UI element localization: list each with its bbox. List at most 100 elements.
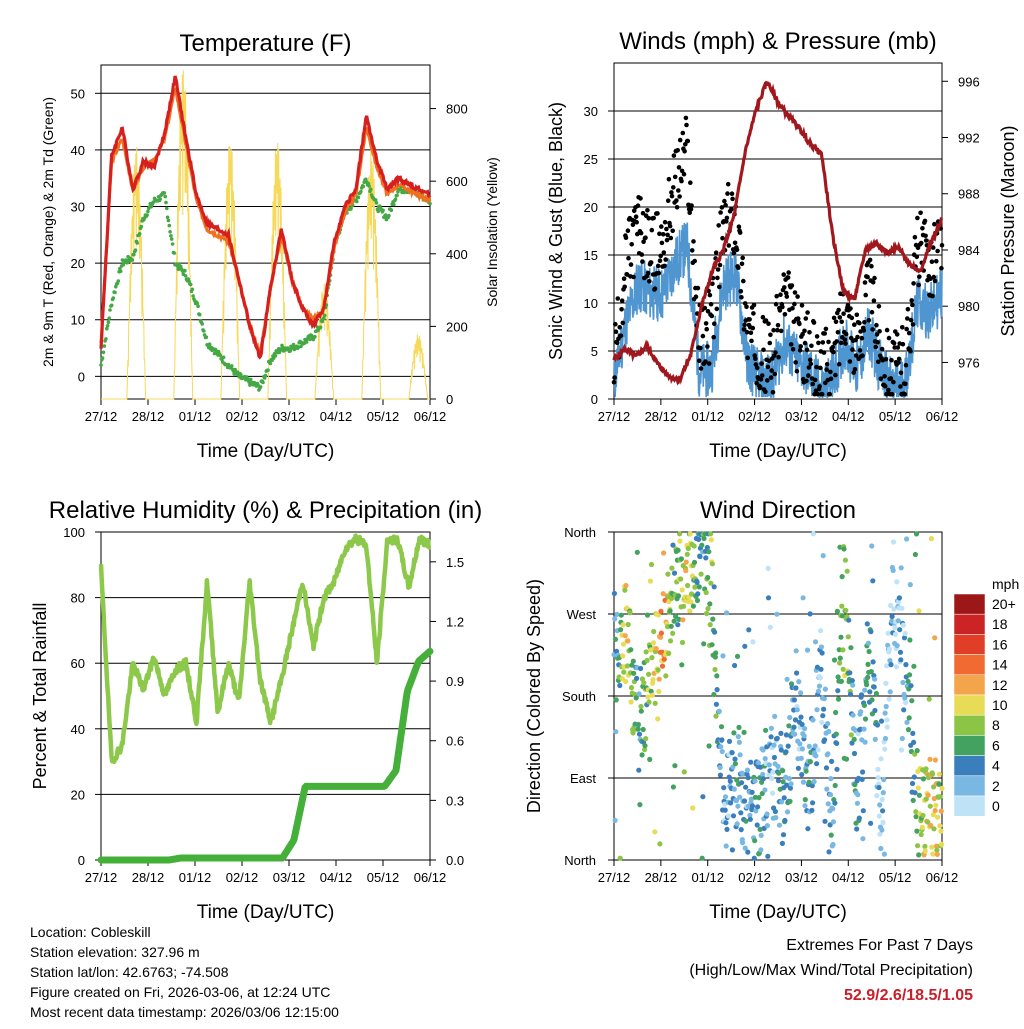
direction-point: [887, 658, 893, 664]
direction-point: [835, 688, 841, 694]
legend-swatch: [953, 775, 986, 797]
direction-point: [712, 666, 718, 673]
direction-point: [762, 787, 768, 793]
direction-point: [907, 582, 913, 588]
direction-point: [650, 677, 656, 683]
direction-point: [892, 625, 898, 631]
direction-point: [644, 612, 651, 618]
direction-point: [629, 662, 635, 668]
direction-point: [711, 691, 717, 698]
direction-point: [847, 670, 853, 676]
gust-point: [835, 330, 841, 335]
direction-point: [916, 608, 922, 614]
y-tick-label: South: [562, 689, 596, 704]
dewpoint-point: [256, 383, 260, 387]
dewpoint-point: [258, 385, 263, 389]
direction-point: [661, 550, 667, 556]
gust-point: [744, 329, 750, 335]
panel-title: Relative Humidity (%) & Precipitation (i…: [49, 497, 482, 524]
station-location: Location: Cobleskill: [30, 924, 151, 940]
gust-point: [772, 371, 778, 377]
gust-point: [703, 359, 708, 364]
direction-point: [884, 724, 890, 730]
gust-point: [724, 219, 729, 224]
gust-point: [669, 190, 674, 195]
direction-point: [825, 721, 831, 727]
gust-point: [849, 315, 855, 321]
y-tick-label: 40: [71, 722, 85, 737]
gust-point: [731, 250, 737, 256]
direction-point: [858, 692, 865, 698]
legend-swatch: [953, 694, 986, 716]
direction-point: [900, 622, 907, 628]
gust-point: [836, 307, 841, 313]
x-tick-label: 27/12: [85, 409, 118, 424]
direction-point: [724, 610, 730, 616]
gust-point: [857, 348, 863, 353]
direction-point: [838, 678, 845, 685]
direction-point: [671, 618, 677, 624]
direction-point: [767, 624, 773, 630]
gust-point: [793, 360, 798, 365]
panel-title: Winds (mph) & Pressure (mb): [619, 28, 936, 55]
dewpoint-point: [191, 294, 195, 298]
y-tick-label: 40: [71, 143, 85, 158]
direction-point: [713, 650, 719, 656]
gust-point: [778, 328, 784, 334]
gust-point: [830, 344, 836, 350]
gust-point: [717, 284, 722, 290]
gust-point: [648, 260, 654, 265]
gust-point: [843, 341, 848, 346]
gust-point: [742, 322, 747, 328]
gust-point: [873, 344, 879, 350]
dewpoint-point: [166, 218, 171, 223]
x-tick-label: 01/12: [179, 870, 212, 885]
gust-point: [759, 373, 765, 378]
y-tick-label: 25: [584, 152, 598, 167]
series-wind-direction: [611, 531, 945, 861]
direction-point: [879, 827, 885, 833]
direction-point: [758, 832, 764, 839]
gust-point: [626, 255, 631, 261]
direction-point: [930, 851, 936, 857]
direction-point: [748, 759, 754, 765]
direction-point: [934, 851, 940, 858]
gust-point: [904, 326, 909, 332]
series-total-rainfall: [97, 647, 434, 864]
gust-point: [814, 364, 819, 370]
x-tick-label: 06/12: [414, 870, 447, 885]
direction-point: [714, 687, 720, 693]
direction-point: [647, 578, 654, 584]
direction-point: [884, 663, 890, 669]
direction-point: [902, 695, 908, 701]
direction-point: [907, 637, 913, 643]
gust-point: [859, 335, 865, 341]
gust-point: [726, 243, 732, 248]
gust-point: [682, 149, 687, 154]
direction-point: [787, 785, 794, 791]
direction-point: [690, 603, 697, 609]
gust-point: [676, 188, 681, 193]
direction-point: [677, 531, 683, 537]
direction-point: [861, 726, 867, 732]
dewpoint-point: [392, 202, 396, 207]
gust-point: [640, 210, 646, 216]
direction-point: [870, 659, 876, 665]
direction-point: [922, 848, 928, 854]
y2-tick-label: 800: [446, 102, 468, 117]
direction-point: [621, 669, 627, 675]
direction-point: [881, 777, 887, 783]
direction-point: [625, 638, 631, 644]
direction-point: [877, 831, 883, 837]
gust-point: [656, 270, 662, 276]
y-axis-label: Sonic Wind & Gust (Blue, Black): [546, 102, 566, 360]
gust-point: [667, 223, 673, 229]
gust-point: [806, 373, 811, 378]
figure-created: Figure created on Fri, 2026-03-06, at 12…: [30, 984, 331, 1000]
direction-point: [887, 689, 893, 695]
direction-point: [778, 747, 784, 753]
direction-point: [658, 608, 664, 615]
gust-point: [914, 254, 920, 260]
direction-point: [731, 786, 737, 792]
gust-point: [625, 228, 631, 233]
